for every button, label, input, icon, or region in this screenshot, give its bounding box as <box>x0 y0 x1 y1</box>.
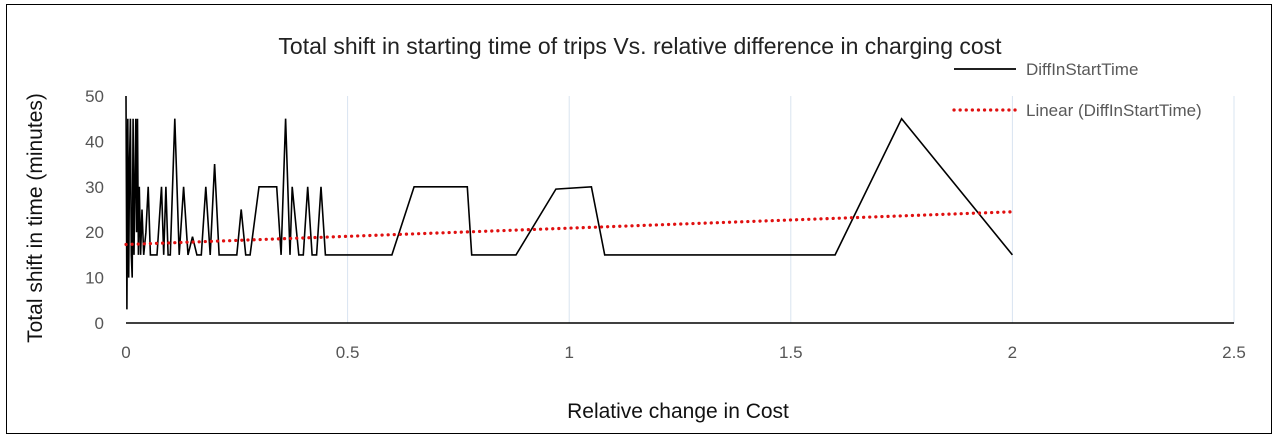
grid-lines <box>347 96 1235 323</box>
y-tick-label: 30 <box>85 178 104 197</box>
legend: DiffInStartTime Linear (DiffInStartTime) <box>952 60 1202 120</box>
chart-title: Total shift in starting time of trips Vs… <box>278 33 1002 59</box>
series-group <box>124 95 1015 310</box>
y-tick-label: 20 <box>85 223 104 242</box>
x-tick-label: 2.5 <box>1222 343 1246 362</box>
series-line-diffinstarttime <box>125 95 1014 310</box>
x-tick-labels: 0 0.5 1 1.5 2 2.5 <box>121 343 1246 362</box>
x-axis-label: Relative change in Cost <box>567 400 789 423</box>
y-tick-label: 0 <box>95 314 104 333</box>
y-tick-label: 10 <box>85 269 104 288</box>
legend-label: DiffInStartTime <box>1026 60 1138 79</box>
legend-label: Linear (DiffInStartTime) <box>1026 101 1202 120</box>
x-tick-label: 2 <box>1008 343 1017 362</box>
x-tick-label: 1 <box>564 343 573 362</box>
trendline-linear <box>124 210 1015 247</box>
x-tick-label: 1.5 <box>779 343 803 362</box>
y-tick-label: 50 <box>85 87 104 106</box>
y-axis-label: Total shift in time (minutes) <box>24 93 47 343</box>
y-tick-labels: 0 10 20 30 40 50 <box>85 87 104 333</box>
y-tick-label: 40 <box>85 132 104 151</box>
x-tick-label: 0 <box>121 343 130 362</box>
x-tick-label: 0.5 <box>336 343 360 362</box>
